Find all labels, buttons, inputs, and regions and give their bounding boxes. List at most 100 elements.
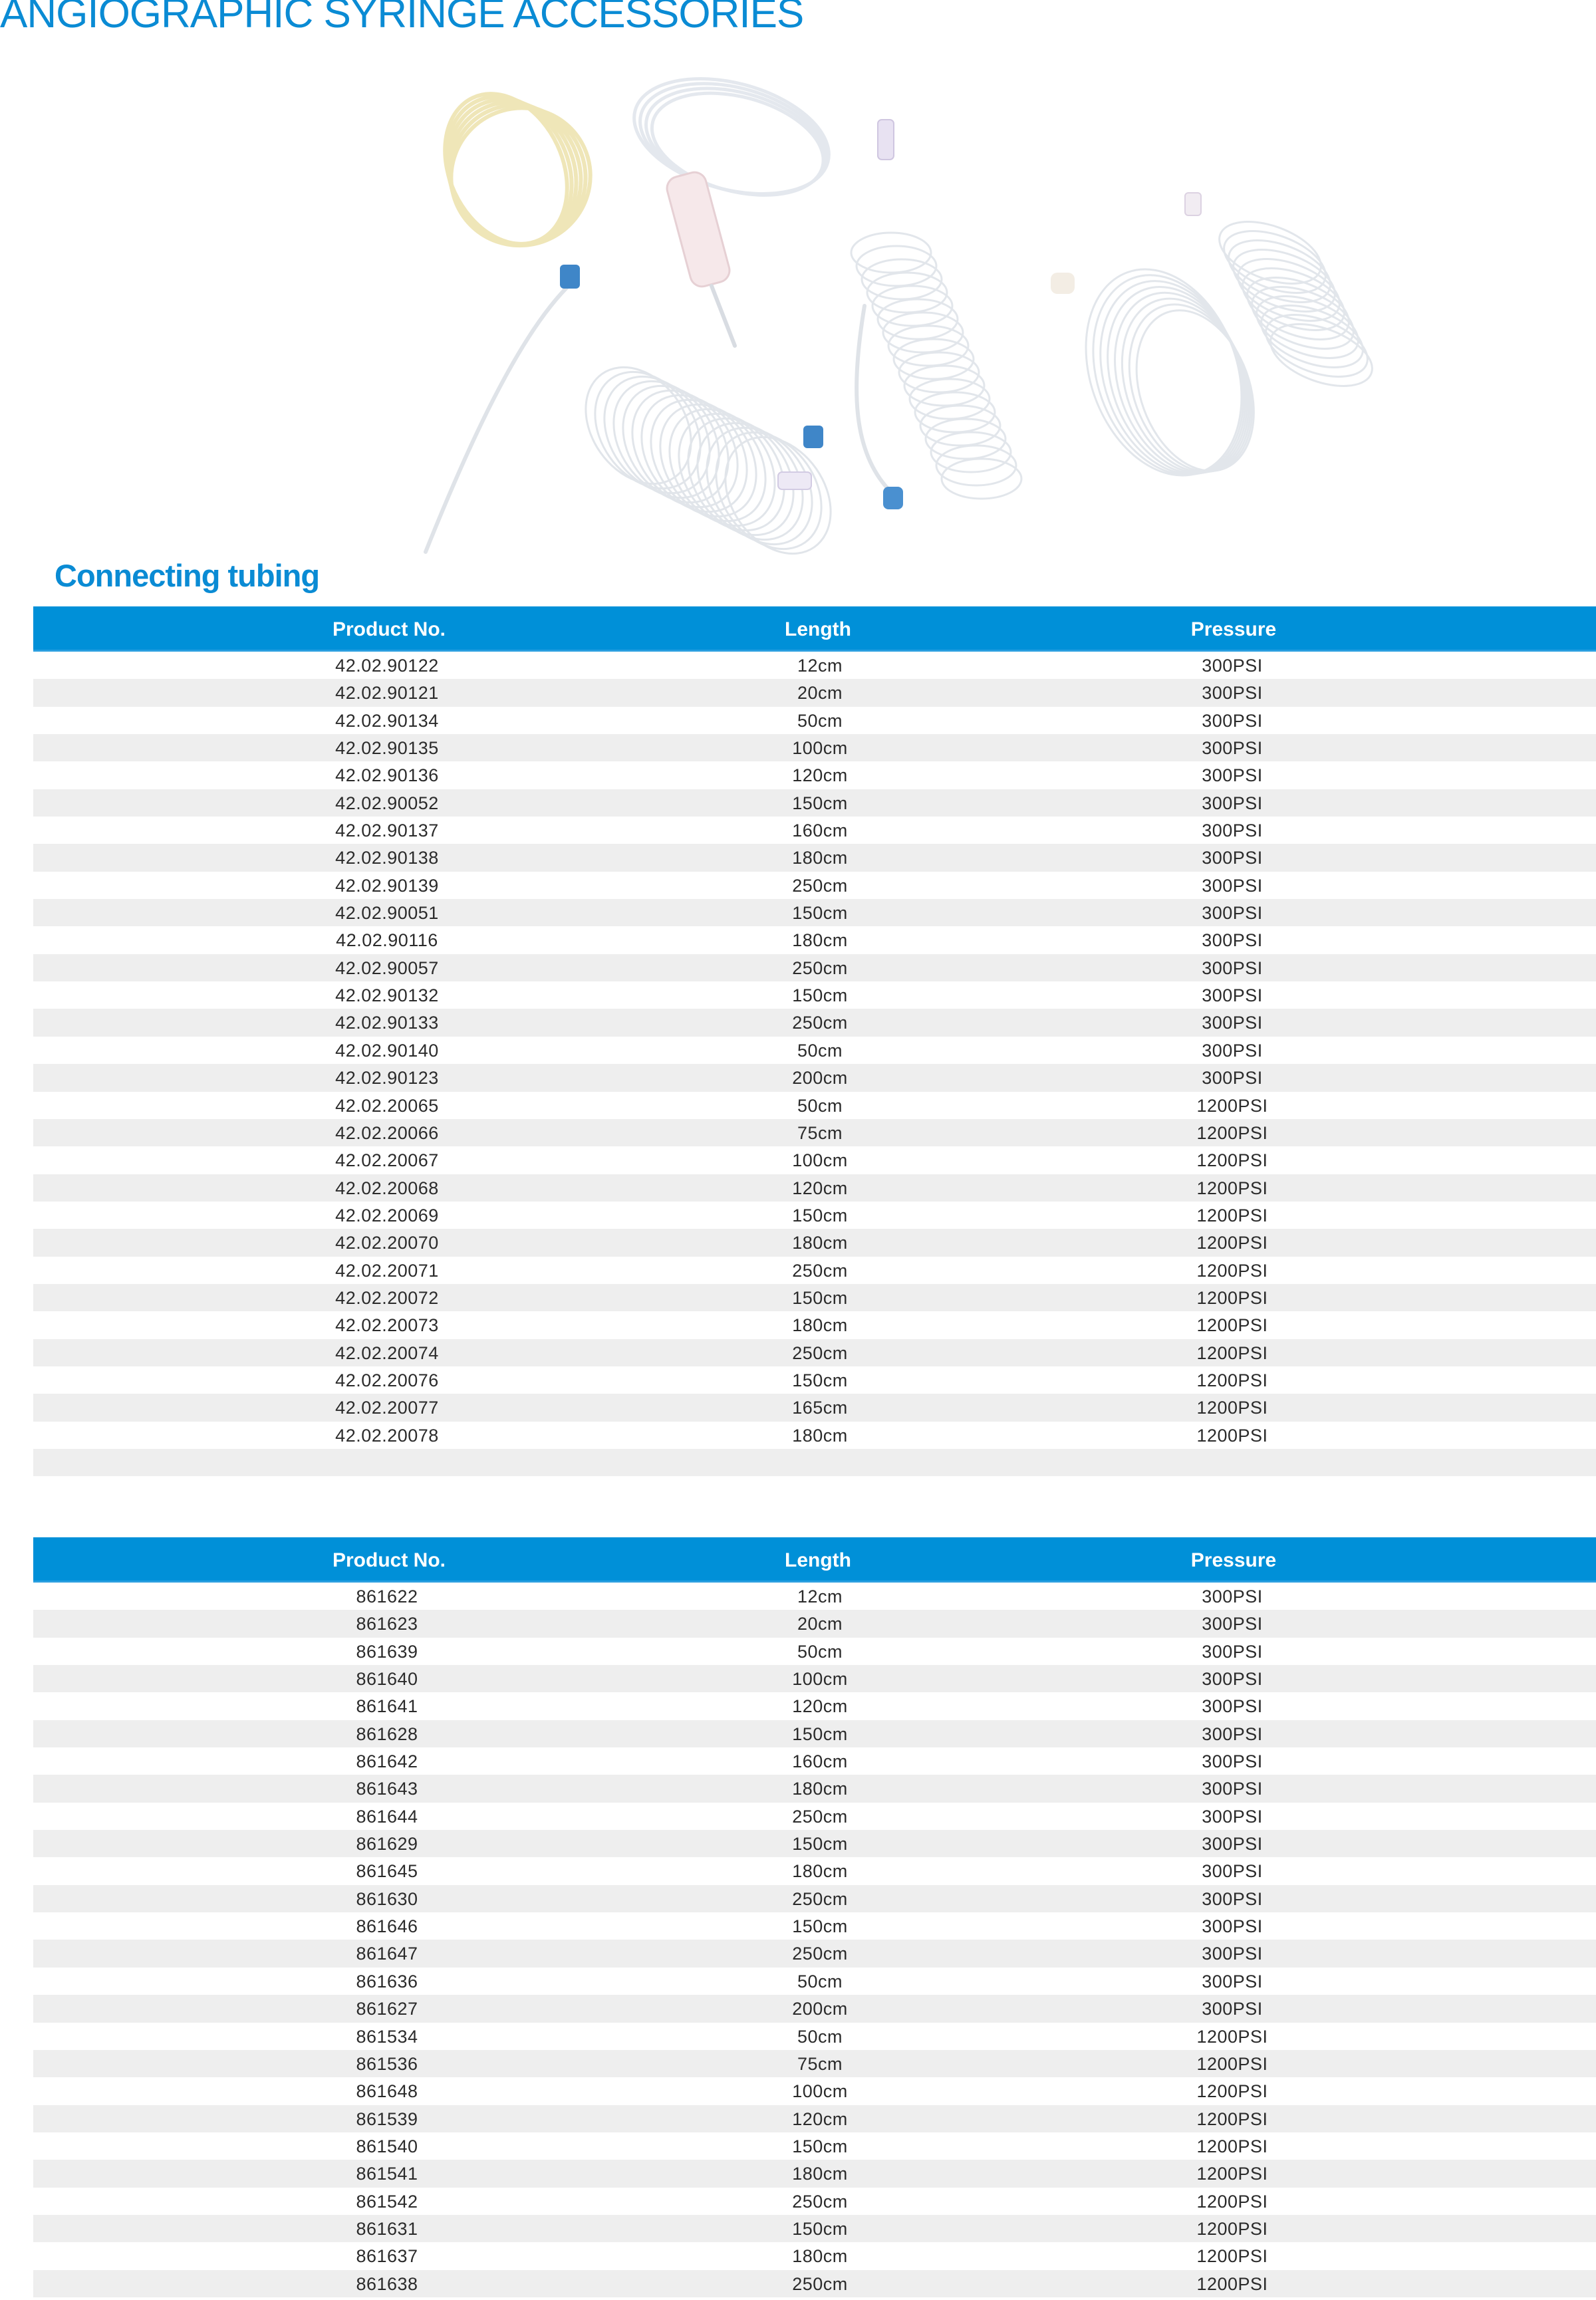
cell-pressure: 300PSI	[1202, 985, 1263, 1006]
cell-length: 250cm	[792, 2273, 848, 2294]
coiled-tubing	[715, 431, 823, 551]
cell-pressure: 1200PSI	[1196, 1370, 1268, 1390]
column-header-product-no: Product No.	[332, 618, 446, 640]
cell-product-no: 42.02.90051	[335, 903, 439, 924]
table-header: Product No. Length Pressure	[33, 1537, 1596, 1583]
cell-product-no: 42.02.90137	[335, 821, 439, 841]
cell-pressure: 1200PSI	[1196, 1095, 1268, 1116]
cell-pressure: 300PSI	[1202, 1040, 1263, 1061]
cell-product-no: 861636	[356, 1971, 418, 1991]
table-row: 861622 12cm 300PSI	[33, 1583, 1596, 1610]
column-header-length: Length	[785, 618, 851, 640]
spiral-tubing	[898, 351, 980, 394]
cell-pressure: 1200PSI	[1196, 1122, 1268, 1143]
cell-length: 150cm	[792, 2136, 848, 2156]
cell-product-no: 861646	[356, 1916, 418, 1937]
spiral-tubing	[876, 298, 959, 340]
cell-pressure: 300PSI	[1202, 1888, 1263, 1909]
cell-length: 180cm	[792, 1861, 848, 1882]
table-row: 861623 20cm 300PSI	[33, 1610, 1596, 1638]
stopcock	[877, 119, 894, 160]
cell-length: 120cm	[792, 765, 848, 786]
tubing-line	[855, 304, 893, 494]
cell-pressure: 300PSI	[1202, 1999, 1263, 2019]
cell-length: 100cm	[792, 1150, 848, 1171]
spike	[710, 284, 737, 348]
cell-pressure: 300PSI	[1202, 738, 1263, 759]
spiral-tubing	[871, 285, 954, 327]
table-row: 861644 250cm 300PSI	[33, 1803, 1596, 1830]
cell-pressure: 300PSI	[1202, 1751, 1263, 1772]
coiled-tubing	[696, 422, 804, 541]
cell-length: 250cm	[792, 1944, 848, 1964]
cell-length: 50cm	[797, 1095, 843, 1116]
spiral-tubing	[855, 245, 938, 287]
cell-length: 180cm	[792, 1779, 848, 1799]
spiral-tubing	[861, 258, 943, 301]
cell-product-no: 861640	[356, 1669, 418, 1690]
cell-pressure: 300PSI	[1202, 656, 1263, 676]
cell-length: 160cm	[792, 1751, 848, 1772]
cell-pressure: 1200PSI	[1196, 1398, 1268, 1418]
cell-length: 250cm	[792, 1888, 848, 1909]
table-row	[33, 1448, 1596, 1477]
cell-product-no: 861638	[356, 2273, 418, 2294]
table-row: 42.02.20066 75cm 1200PSI	[33, 1118, 1596, 1147]
coiled-tubing	[706, 426, 813, 546]
cell-product-no: 861534	[356, 2026, 418, 2047]
table-row: 42.02.90051 150cm 300PSI	[33, 899, 1596, 927]
cell-product-no: 42.02.90057	[335, 958, 439, 978]
tubing-loop	[1135, 309, 1255, 472]
column-header-length: Length	[785, 1549, 851, 1571]
table-row: 861539 120cm 1200PSI	[33, 2105, 1596, 2132]
connector-cap	[1051, 273, 1075, 294]
cell-pressure: 300PSI	[1202, 683, 1263, 703]
column-header-product-no: Product No.	[332, 1549, 446, 1571]
drip-chamber	[666, 171, 731, 288]
cell-length: 250cm	[792, 2191, 848, 2212]
cell-pressure: 300PSI	[1202, 793, 1263, 813]
cell-length: 120cm	[792, 1696, 848, 1717]
cell-pressure: 1200PSI	[1196, 2246, 1268, 2267]
cell-pressure: 1200PSI	[1196, 1342, 1268, 1363]
spiral-tubing	[935, 444, 1017, 487]
cell-pressure: 300PSI	[1202, 930, 1263, 951]
cell-product-no: 861539	[356, 2108, 418, 2129]
cell-length: 100cm	[792, 1669, 848, 1690]
cell-length: 250cm	[792, 875, 848, 896]
table-row: 861636 50cm 300PSI	[33, 1968, 1596, 1995]
cell-pressure: 1200PSI	[1196, 2273, 1268, 2294]
cell-pressure: 300PSI	[1202, 848, 1263, 868]
cell-length: 250cm	[792, 1806, 848, 1827]
table-row: 861645 180cm 300PSI	[33, 1857, 1596, 1884]
coiled-tubing	[650, 398, 757, 518]
cell-product-no: 42.02.20077	[335, 1398, 439, 1418]
connector	[777, 471, 812, 490]
cell-length: 150cm	[792, 1287, 848, 1308]
section-title: Connecting tubing	[55, 558, 320, 593]
cell-product-no: 42.02.90121	[335, 683, 439, 703]
cell-pressure: 300PSI	[1202, 1779, 1263, 1799]
coiled-tubing	[1265, 314, 1369, 378]
table-row: 42.02.20074 250cm 1200PSI	[33, 1339, 1596, 1366]
table-row: 42.02.90133 250cm 300PSI	[33, 1009, 1596, 1037]
coiled-tubing	[668, 408, 776, 527]
cell-length: 150cm	[792, 1724, 848, 1744]
cell-length: 75cm	[797, 2053, 843, 2074]
cell-length: 150cm	[792, 903, 848, 924]
cell-length: 12cm	[797, 1587, 843, 1606]
cell-pressure: 300PSI	[1202, 958, 1263, 978]
cell-product-no: 861622	[356, 1587, 418, 1606]
cell-product-no: 42.02.20073	[335, 1315, 439, 1336]
cell-pressure: 1200PSI	[1196, 1287, 1268, 1308]
table-row: 42.02.20072 150cm 1200PSI	[33, 1283, 1596, 1312]
table-row: 42.02.20068 120cm 1200PSI	[33, 1174, 1596, 1202]
coiled-tubing	[659, 403, 767, 523]
cell-length: 180cm	[792, 1425, 848, 1446]
table-row: 861647 250cm 300PSI	[33, 1940, 1596, 1968]
table-row: 42.02.20076 150cm 1200PSI	[33, 1366, 1596, 1394]
cell-product-no: 42.02.20068	[335, 1178, 439, 1198]
cell-product-no: 42.02.90052	[335, 793, 439, 813]
spiral-tubing	[919, 404, 1001, 447]
cell-product-no: 42.02.90135	[335, 738, 439, 759]
